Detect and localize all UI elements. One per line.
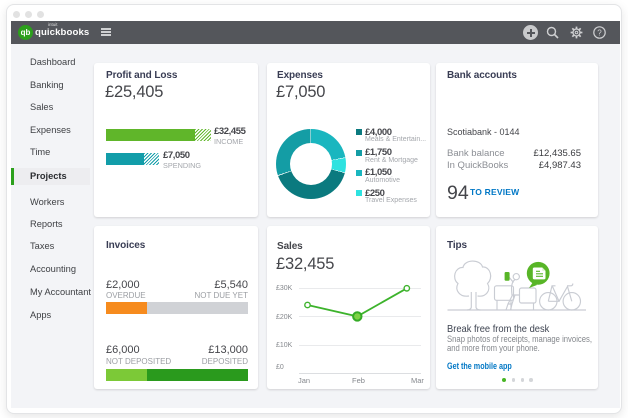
svg-text:?: ? xyxy=(597,28,602,37)
